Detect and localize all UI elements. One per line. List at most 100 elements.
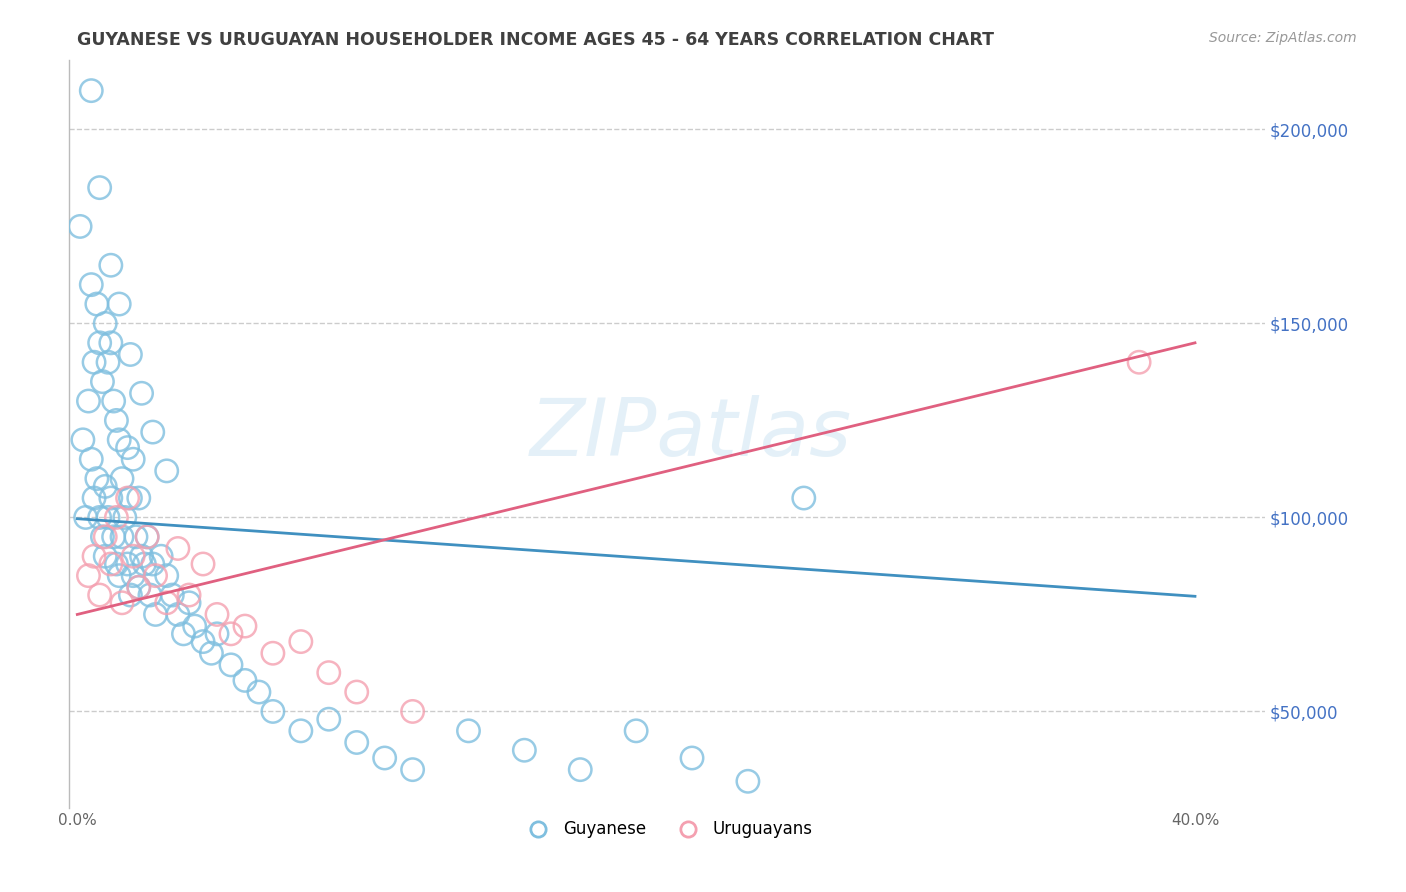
Point — [290, 634, 312, 648]
Point — [681, 751, 703, 765]
Point — [156, 568, 179, 582]
Point — [77, 568, 100, 582]
Point — [167, 541, 190, 556]
Point — [569, 763, 592, 777]
Point — [105, 510, 128, 524]
Point — [128, 491, 150, 505]
Point — [401, 763, 423, 777]
Point — [120, 588, 142, 602]
Point — [131, 386, 153, 401]
Point — [105, 557, 128, 571]
Point — [108, 568, 131, 582]
Point — [80, 277, 103, 292]
Point — [86, 472, 108, 486]
Point — [142, 425, 165, 439]
Point — [83, 491, 105, 505]
Legend: Guyanese, Uruguayans: Guyanese, Uruguayans — [515, 814, 820, 845]
Point — [100, 557, 122, 571]
Point — [737, 774, 759, 789]
Point — [136, 530, 159, 544]
Point — [136, 530, 159, 544]
Text: Source: ZipAtlas.com: Source: ZipAtlas.com — [1209, 31, 1357, 45]
Point — [145, 568, 167, 582]
Point — [111, 472, 134, 486]
Point — [114, 510, 136, 524]
Point — [162, 588, 184, 602]
Point — [624, 723, 647, 738]
Point — [167, 607, 190, 622]
Point — [318, 712, 340, 726]
Point — [128, 580, 150, 594]
Point — [103, 530, 125, 544]
Point — [290, 723, 312, 738]
Point — [346, 735, 368, 749]
Point — [191, 634, 214, 648]
Point — [86, 297, 108, 311]
Point — [77, 394, 100, 409]
Point — [262, 705, 284, 719]
Point — [111, 596, 134, 610]
Point — [156, 596, 179, 610]
Point — [97, 355, 120, 369]
Point — [75, 510, 97, 524]
Point — [233, 673, 256, 688]
Point — [346, 685, 368, 699]
Point — [83, 355, 105, 369]
Point — [457, 723, 479, 738]
Point — [105, 413, 128, 427]
Point — [1128, 355, 1150, 369]
Point — [80, 84, 103, 98]
Point — [89, 588, 111, 602]
Point — [191, 557, 214, 571]
Point — [108, 433, 131, 447]
Point — [219, 627, 242, 641]
Point — [150, 549, 173, 564]
Point — [125, 530, 148, 544]
Point — [131, 549, 153, 564]
Point — [156, 464, 179, 478]
Point — [69, 219, 91, 234]
Point — [219, 657, 242, 672]
Point — [142, 557, 165, 571]
Point — [100, 258, 122, 272]
Point — [318, 665, 340, 680]
Point — [401, 705, 423, 719]
Point — [233, 619, 256, 633]
Point — [205, 627, 228, 641]
Point — [128, 580, 150, 594]
Point — [513, 743, 536, 757]
Point — [262, 646, 284, 660]
Point — [120, 491, 142, 505]
Point — [139, 588, 162, 602]
Point — [91, 375, 114, 389]
Point — [117, 557, 139, 571]
Point — [247, 685, 270, 699]
Point — [89, 180, 111, 194]
Point — [80, 452, 103, 467]
Point — [122, 568, 145, 582]
Point — [177, 596, 200, 610]
Point — [103, 394, 125, 409]
Point — [94, 530, 117, 544]
Text: ZIPatlas: ZIPatlas — [530, 395, 852, 473]
Point — [374, 751, 396, 765]
Point — [205, 607, 228, 622]
Point — [94, 549, 117, 564]
Point — [100, 491, 122, 505]
Point — [183, 619, 205, 633]
Point — [89, 510, 111, 524]
Point — [108, 297, 131, 311]
Point — [94, 479, 117, 493]
Point — [91, 530, 114, 544]
Point — [117, 491, 139, 505]
Point — [89, 335, 111, 350]
Point — [94, 317, 117, 331]
Point — [122, 452, 145, 467]
Point — [172, 627, 194, 641]
Text: GUYANESE VS URUGUAYAN HOUSEHOLDER INCOME AGES 45 - 64 YEARS CORRELATION CHART: GUYANESE VS URUGUAYAN HOUSEHOLDER INCOME… — [77, 31, 994, 49]
Point — [177, 588, 200, 602]
Point — [72, 433, 94, 447]
Point — [117, 441, 139, 455]
Point — [120, 347, 142, 361]
Point — [100, 335, 122, 350]
